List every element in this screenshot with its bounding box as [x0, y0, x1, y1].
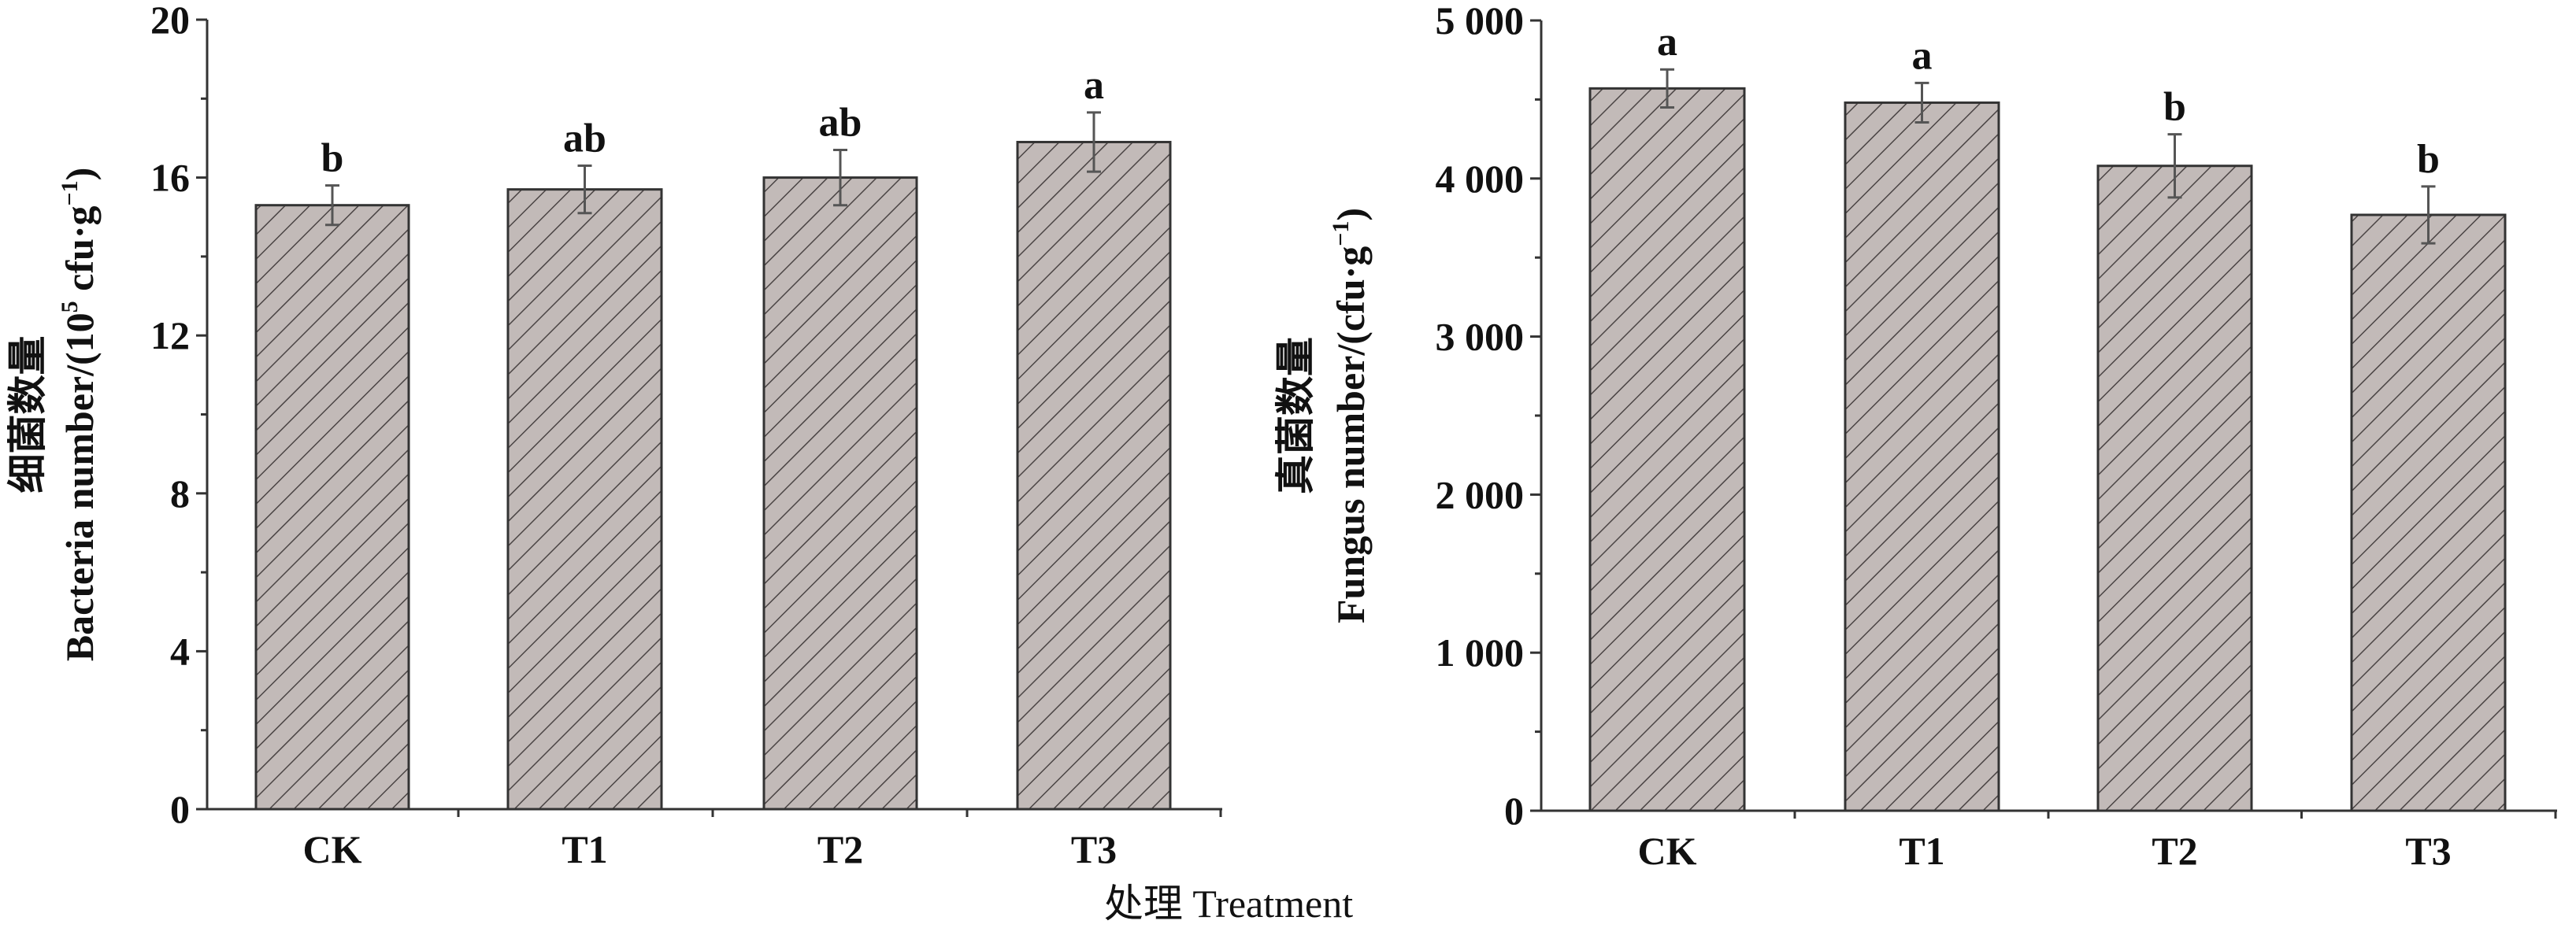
y-axis-title-cn: 细菌数量	[6, 336, 50, 494]
x-tick-label: T3	[2405, 829, 2451, 873]
bar-T2	[762, 176, 918, 811]
significance-letter: ab	[563, 116, 606, 161]
y-tick-label: 5 000	[1436, 0, 1525, 43]
x-tick-label: CK	[1638, 829, 1697, 873]
y-tick-label: 20	[150, 0, 190, 42]
significance-letter: a	[1912, 33, 1933, 78]
significance-letter: ab	[819, 100, 862, 145]
y-title-text: cfu·g	[57, 205, 102, 301]
x-tick-label: CK	[303, 827, 362, 871]
bacteria-chart: b CK ab T1 ab T2 a T3 0 4 8 12 16 20 细菌数量 Bacteria numb…	[6, 0, 1222, 871]
x-tick-label: T1	[1899, 829, 1944, 873]
y-tick-label: 0	[170, 787, 190, 831]
y-tick-label: 4 000	[1436, 157, 1525, 201]
x-tick-label: T1	[562, 827, 607, 871]
y-title-superscript: 5	[57, 301, 83, 312]
bar-CK	[254, 204, 410, 811]
bar-T1	[506, 188, 663, 811]
significance-letter: a	[1657, 20, 1677, 65]
y-tick-label: 12	[150, 313, 190, 357]
y-title-superscript: −1	[1328, 221, 1354, 246]
y-tick-label: 3 000	[1436, 315, 1525, 359]
significance-letter: b	[2417, 137, 2440, 182]
x-tick-label: T3	[1071, 827, 1117, 871]
y-title-text: Fungus number/(cfu·g	[1329, 246, 1373, 623]
bar-T3	[1016, 140, 1172, 811]
y-tick-label: 2 000	[1436, 472, 1525, 516]
x-tick-label: T2	[2152, 829, 2197, 873]
significance-letter: a	[1084, 63, 1104, 108]
y-title-superscript: −1	[57, 180, 83, 205]
y-axis-title-en: Fungus number/(cfu·g−1)	[1328, 208, 1373, 623]
x-axis-title: 处理 Treatment	[1104, 882, 1353, 926]
y-axis-title-en: Bacteria number/(105 cfu·g−1)	[57, 168, 102, 662]
y-title-text: Bacteria number/(10	[57, 312, 102, 661]
x-tick-label: T2	[817, 827, 863, 871]
fungus-chart: a CK a T1 b T2 b T3 0 1 000 2 000 3 000 4 000 5 000 真菌…	[1273, 0, 2557, 873]
bar-T1	[1844, 101, 2000, 812]
significance-letter: b	[321, 136, 344, 181]
significance-letter: b	[2163, 85, 2186, 130]
y-tick-label: 8	[170, 471, 190, 516]
bar-T2	[2096, 165, 2253, 812]
y-title-text: )	[57, 168, 102, 181]
y-tick-label: 16	[150, 156, 190, 200]
y-tick-label: 0	[1504, 789, 1524, 833]
y-axis-title-cn: 真菌数量	[1273, 337, 1318, 494]
bar-CK	[1588, 87, 1746, 812]
y-title-text: )	[1329, 208, 1373, 221]
y-tick-label: 4	[170, 629, 190, 673]
y-tick-label: 1 000	[1436, 630, 1525, 675]
bar-T3	[2350, 213, 2507, 812]
